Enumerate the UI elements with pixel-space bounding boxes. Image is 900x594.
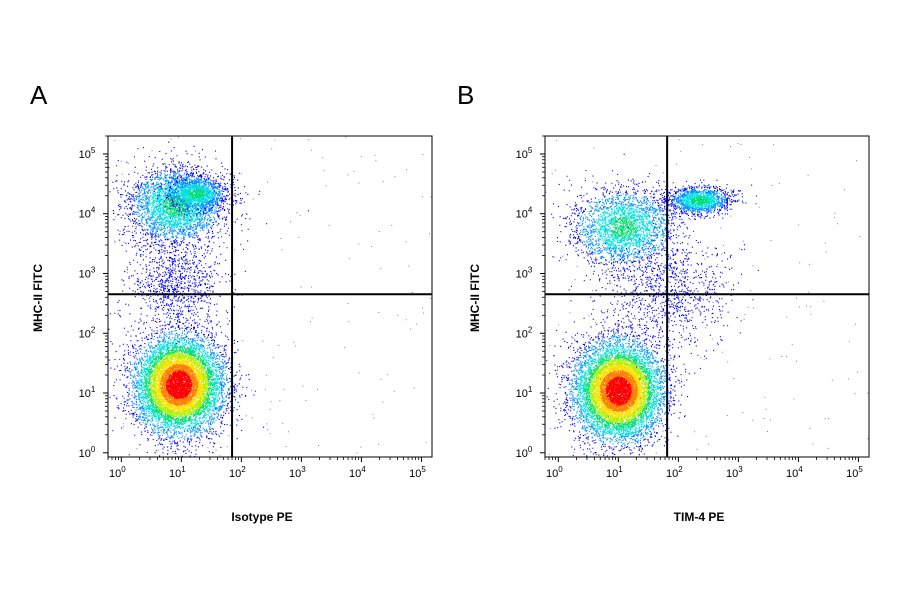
event-dots [165, 370, 193, 400]
event-dots [108, 218, 246, 345]
y-tick-label: 103 [516, 266, 533, 281]
x-tick-label: 103 [289, 465, 306, 480]
event-dots [147, 182, 205, 229]
y-axis-ticks: 100 101 102 103 104 105 [79, 135, 108, 460]
y-tick-label: 102 [79, 325, 96, 340]
panel-b: B 100 101 102 103 104 105 100 101 102 103 104 105 … [437, 0, 887, 594]
event-density-layer [108, 136, 432, 457]
x-tick-label: 102 [666, 465, 683, 480]
event-dots [605, 376, 632, 406]
y-tick-label: 101 [79, 385, 96, 400]
density-plot-b: 100 101 102 103 104 105 100 101 102 103 104 105 TI… [468, 135, 870, 524]
x-axis-title: TIM-4 PE [674, 510, 725, 524]
cell-population [651, 179, 757, 222]
event-dots [170, 178, 224, 209]
cell-population [137, 168, 249, 221]
x-tick-label: 105 [846, 465, 863, 480]
event-dots [188, 189, 206, 199]
y-axis-ticks: 100 101 102 103 104 105 [516, 135, 545, 460]
x-tick-label: 101 [606, 465, 623, 480]
x-tick-label: 102 [229, 465, 246, 480]
quadrant-gate [545, 136, 869, 457]
y-tick-label: 101 [516, 385, 533, 400]
y-tick-label: 103 [79, 266, 96, 281]
y-tick-label: 104 [516, 206, 533, 221]
x-tick-label: 103 [726, 465, 743, 480]
y-axis-title: MHC-II FITC [31, 264, 45, 332]
y-tick-label: 105 [79, 146, 96, 161]
y-axis-title: MHC-II FITC [468, 264, 482, 332]
event-dots [179, 183, 215, 205]
x-axis-ticks: 100 101 102 103 104 105 [544, 457, 863, 480]
density-plot-a: 100 101 102 103 104 105 100 101 102 103 104 105 Is… [31, 135, 433, 524]
event-dots [160, 363, 199, 406]
x-tick-label: 104 [786, 465, 803, 480]
event-density-layer [545, 139, 869, 457]
event-dots [681, 192, 718, 209]
event-dots [133, 171, 219, 240]
x-tick-label: 104 [349, 465, 366, 480]
cell-population [108, 218, 246, 345]
x-tick-label: 100 [546, 465, 563, 480]
event-dots [578, 193, 669, 262]
event-dots [137, 168, 249, 221]
event-dots [672, 188, 727, 213]
x-tick-label: 100 [109, 465, 126, 480]
x-axis-ticks: 100 101 102 103 104 105 [107, 457, 426, 480]
panel-a: A 100 101 102 103 104 105 100 101 102 103 104 105 … [30, 80, 433, 524]
x-tick-label: 101 [169, 465, 186, 480]
x-axis-title: Isotype PE [231, 510, 292, 524]
event-dots [599, 370, 638, 413]
y-tick-label: 100 [516, 445, 533, 460]
event-dots [546, 303, 701, 457]
event-dots [551, 153, 702, 290]
panel-label: A [30, 80, 48, 110]
cell-population [546, 303, 701, 457]
event-dots [651, 179, 757, 222]
y-tick-label: 104 [79, 206, 96, 221]
y-tick-label: 100 [79, 445, 96, 460]
event-dots [610, 217, 638, 239]
cell-population [551, 153, 702, 290]
y-tick-label: 105 [516, 146, 533, 161]
x-tick-label: 105 [409, 465, 426, 480]
event-dots [594, 205, 653, 251]
y-tick-label: 102 [516, 325, 533, 340]
panel-label: B [457, 80, 475, 110]
event-dots [691, 196, 709, 205]
quadrant-gate [108, 136, 432, 457]
cell-population [108, 302, 265, 457]
